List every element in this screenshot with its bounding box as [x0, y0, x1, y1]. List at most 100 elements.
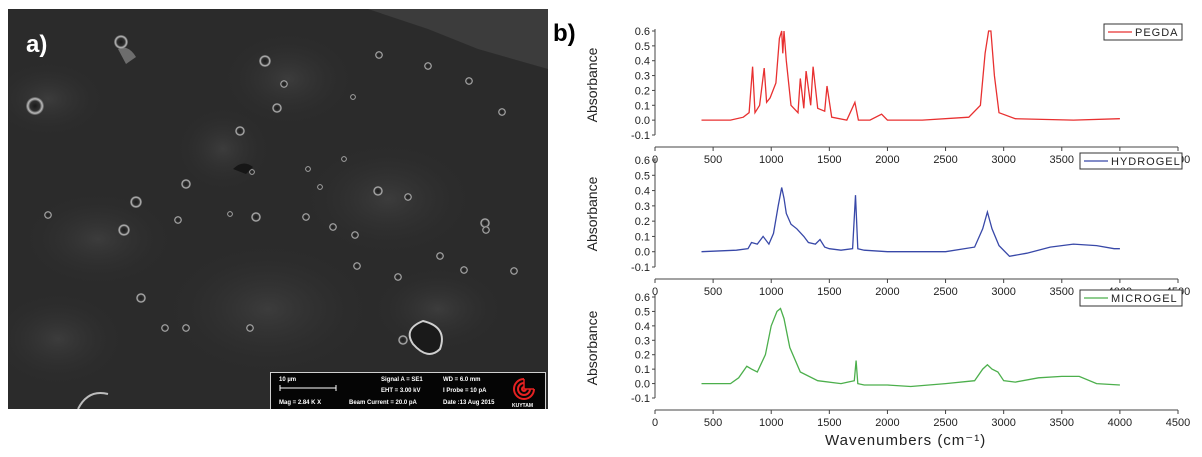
sem-pore	[341, 156, 347, 162]
y-axis-title: Absorbance	[584, 176, 600, 251]
y-tick-label: 0.6	[635, 155, 650, 167]
x-tick-label: 500	[704, 417, 722, 429]
y-tick-label: 0.0	[635, 115, 650, 127]
x-tick-label: 2000	[875, 286, 899, 298]
sem-pore	[130, 196, 142, 208]
sem-pore	[353, 262, 361, 270]
x-tick-label: 1000	[759, 286, 783, 298]
x-tick-label: 3000	[991, 417, 1015, 429]
sem-pore	[118, 224, 130, 236]
sem-pore	[227, 211, 233, 217]
spectrum-line-hydrogel	[701, 187, 1120, 258]
x-tick-label: 3000	[991, 286, 1015, 298]
sem-pore	[272, 103, 282, 113]
y-tick-label: 0.3	[635, 71, 650, 83]
x-tick-label: 2000	[875, 154, 899, 166]
sem-pore	[424, 62, 432, 70]
y-tick-label: 0.4	[635, 321, 650, 333]
sem-pore	[136, 293, 146, 303]
sem-info-bar: 10 µm Mag = 2.84 K X Signal A = SE1 EHT …	[270, 372, 546, 409]
sem-pore	[465, 77, 473, 85]
sem-pore	[329, 223, 337, 231]
magnification-text: Mag = 2.84 K X	[279, 400, 322, 406]
sem-pore	[480, 218, 490, 228]
y-tick-label: 0.1	[635, 231, 650, 243]
working-distance-text: WD = 6.0 mm	[443, 377, 481, 383]
legend-box	[1079, 152, 1183, 170]
sem-pore	[302, 213, 310, 221]
legend-label: HYDROGEL	[1111, 156, 1181, 168]
legend-label: PEGDA	[1135, 27, 1179, 39]
y-tick-label: -0.1	[631, 393, 650, 405]
legend-box	[1103, 23, 1183, 41]
sem-pore	[482, 226, 490, 234]
sem-pore	[235, 126, 245, 136]
kuytam-logo-icon	[513, 378, 535, 400]
sem-pore	[375, 51, 383, 59]
panel-a-label: a)	[26, 31, 48, 58]
scale-bar-text: 10 µm	[279, 377, 297, 383]
x-tick-label: 2000	[875, 417, 899, 429]
x-tick-label: 0	[652, 417, 658, 429]
scale-bar	[279, 385, 337, 391]
y-tick-label: 0.4	[635, 186, 650, 198]
date-text: Date :13 Aug 2015	[443, 400, 495, 406]
y-tick-label: 0.5	[635, 306, 650, 318]
x-tick-label: 0	[652, 286, 658, 298]
sem-pore	[44, 211, 52, 219]
sem-pore	[350, 94, 356, 100]
x-tick-label: 1500	[817, 286, 841, 298]
x-tick-label: 500	[704, 286, 722, 298]
sem-image	[8, 9, 548, 409]
sem-pore	[249, 169, 255, 175]
x-tick-label: 2500	[933, 286, 957, 298]
sem-pore	[182, 324, 190, 332]
y-tick-label: -0.1	[631, 130, 650, 142]
sem-pore	[404, 193, 412, 201]
y-tick-label: 0.2	[635, 350, 650, 362]
sem-pore	[498, 108, 506, 116]
sem-pore	[251, 212, 261, 222]
y-tick-label: 0.0	[635, 247, 650, 259]
sem-pore	[259, 55, 271, 67]
y-tick-label: 0.1	[635, 100, 650, 112]
sem-pore	[351, 231, 359, 239]
sem-pore	[305, 166, 311, 172]
sem-micrograph: a) 10 µm Mag = 2.84 K X Signal A = SE1 E…	[8, 9, 548, 409]
x-tick-label: 1500	[817, 417, 841, 429]
x-tick-label: 3000	[991, 154, 1015, 166]
x-tick-label: 1000	[759, 154, 783, 166]
spectrum-line-pegda	[701, 30, 1120, 121]
y-tick-label: 0.6	[635, 292, 650, 304]
y-tick-label: 0.5	[635, 170, 650, 182]
signal-text: Signal A = SE1	[381, 377, 423, 383]
y-tick-label: -0.1	[631, 262, 650, 274]
logo-text: KUYTAM	[512, 403, 534, 409]
y-tick-label: 0.3	[635, 335, 650, 347]
x-tick-label: 1500	[817, 154, 841, 166]
x-tick-label: 3500	[1050, 286, 1074, 298]
legend-box	[1079, 289, 1183, 307]
y-tick-label: 0.2	[635, 216, 650, 228]
y-tick-label: 0.2	[635, 85, 650, 97]
sem-pore	[181, 179, 191, 189]
x-tick-label: 3500	[1050, 154, 1074, 166]
y-axis-title: Absorbance	[584, 310, 600, 385]
panel-b-label: b)	[553, 20, 576, 47]
sem-pore	[436, 252, 444, 260]
sem-pore	[114, 35, 128, 49]
sem-pore	[161, 324, 169, 332]
x-tick-label: 1000	[759, 417, 783, 429]
sem-pore	[26, 97, 44, 115]
x-tick-label: 2500	[933, 417, 957, 429]
x-tick-label: 2500	[933, 154, 957, 166]
x-axis-title: Wavenumbers (cm⁻¹)	[825, 432, 987, 449]
ftir-spectra-chart: -0.10.00.10.20.30.40.50.6050010001500200…	[584, 23, 1190, 429]
beam-current-text: Beam Current = 20.0 pA	[349, 400, 417, 406]
sem-pore	[174, 216, 182, 224]
sem-pore	[246, 324, 254, 332]
y-tick-label: 0.4	[635, 56, 650, 68]
sem-pore	[394, 273, 402, 281]
sem-pore	[373, 186, 383, 196]
y-tick-label: 0.1	[635, 364, 650, 376]
